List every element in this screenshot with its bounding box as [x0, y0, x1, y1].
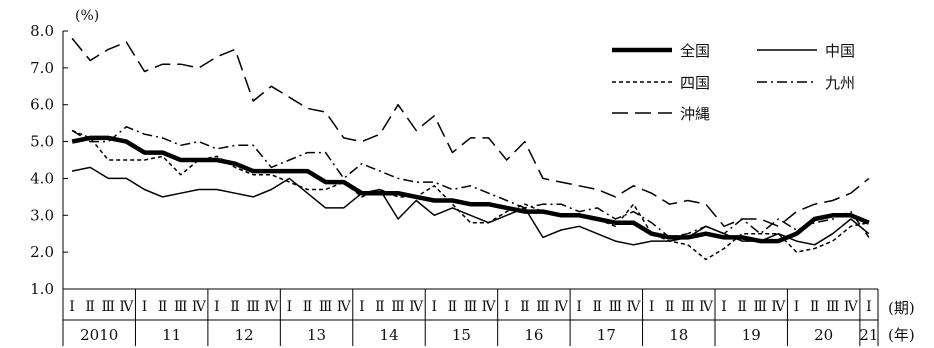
quarter-label: Ⅳ [844, 299, 859, 315]
quarter-label: Ⅰ [649, 299, 655, 315]
y-tick-label: 1.0 [30, 280, 54, 298]
quarter-label: Ⅳ [409, 299, 424, 315]
y-tick-label: 4.0 [30, 169, 54, 187]
y-tick-label: 7.0 [30, 59, 54, 77]
year-label: 12 [235, 326, 254, 344]
year-label: 14 [379, 326, 398, 344]
quarter-label: Ⅳ [627, 299, 642, 315]
quarter-label: Ⅱ [665, 299, 675, 315]
quarter-label: Ⅱ [593, 299, 603, 315]
quarter-label: Ⅳ [192, 299, 207, 315]
quarter-label: Ⅰ [721, 299, 727, 315]
quarter-label: Ⅱ [85, 299, 95, 315]
quarter-label: Ⅰ [69, 299, 75, 315]
year-label: 11 [162, 326, 181, 344]
quarter-label: Ⅲ [102, 299, 116, 315]
year-axis-caption: (年) [888, 326, 915, 344]
quarter-label: Ⅳ [699, 299, 714, 315]
legend-label: 中国 [825, 42, 855, 60]
y-tick-label: 3.0 [30, 206, 54, 224]
legend-label: 四国 [680, 74, 710, 92]
quarter-label: Ⅱ [375, 299, 385, 315]
series-line-4 [71, 126, 870, 239]
quarter-label: Ⅱ [230, 299, 240, 315]
quarter-label: Ⅱ [303, 299, 313, 315]
y-tick-label: 5.0 [30, 133, 54, 151]
y-unit-label: (%) [75, 8, 99, 24]
legend-label: 沖縄 [680, 105, 710, 123]
year-label: 19 [742, 326, 761, 344]
quarter-label: Ⅳ [264, 299, 279, 315]
y-tick-label: 6.0 [30, 96, 54, 114]
quarter-label: Ⅳ [482, 299, 497, 315]
year-label: 13 [307, 326, 326, 344]
quarter-label: Ⅰ [504, 299, 510, 315]
year-label: 15 [452, 326, 471, 344]
year-label: 2010 [80, 326, 118, 344]
quarter-label: Ⅱ [737, 299, 747, 315]
year-label: 17 [597, 326, 616, 344]
year-label: 20 [814, 326, 833, 344]
series-layer [71, 37, 870, 261]
quarter-label: Ⅱ [448, 299, 458, 315]
quarter-label: Ⅱ [520, 299, 530, 315]
quarter-label: Ⅲ [826, 299, 840, 315]
quarter-label: Ⅰ [576, 299, 582, 315]
quarter-label: Ⅳ [554, 299, 569, 315]
quarter-label: Ⅲ [681, 299, 695, 315]
quarter-label: Ⅰ [142, 299, 148, 315]
year-label: 21 [859, 326, 878, 344]
quarter-label: Ⅰ [794, 299, 800, 315]
quarter-label: Ⅰ [287, 299, 293, 315]
y-tick-label: 8.0 [30, 22, 54, 40]
quarter-label: Ⅰ [866, 299, 872, 315]
quarter-label: Ⅱ [158, 299, 168, 315]
quarter-label: Ⅲ [319, 299, 333, 315]
year-label: 16 [524, 326, 543, 344]
y-tick-label: 2.0 [30, 243, 54, 261]
quarter-axis-caption: (期) [888, 299, 915, 317]
quarter-label: Ⅲ [174, 299, 188, 315]
quarter-label: Ⅰ [432, 299, 438, 315]
quarter-label: Ⅲ [754, 299, 768, 315]
quarter-label: Ⅲ [246, 299, 260, 315]
quarter-label: Ⅲ [609, 299, 623, 315]
quarter-label: Ⅱ [810, 299, 820, 315]
legend-label: 九州 [825, 74, 855, 92]
quarter-label: Ⅳ [119, 299, 134, 315]
series-line-1 [71, 135, 870, 244]
quarter-label: Ⅰ [214, 299, 220, 315]
quarter-label: Ⅲ [536, 299, 550, 315]
quarter-label: Ⅳ [771, 299, 786, 315]
year-label: 18 [669, 326, 688, 344]
quarter-label: Ⅲ [391, 299, 405, 315]
series-line-5 [71, 37, 870, 228]
legend-label: 全国 [680, 42, 710, 60]
quarter-label: Ⅳ [337, 299, 352, 315]
quarter-label: Ⅰ [359, 299, 365, 315]
quarter-label: Ⅲ [464, 299, 478, 315]
